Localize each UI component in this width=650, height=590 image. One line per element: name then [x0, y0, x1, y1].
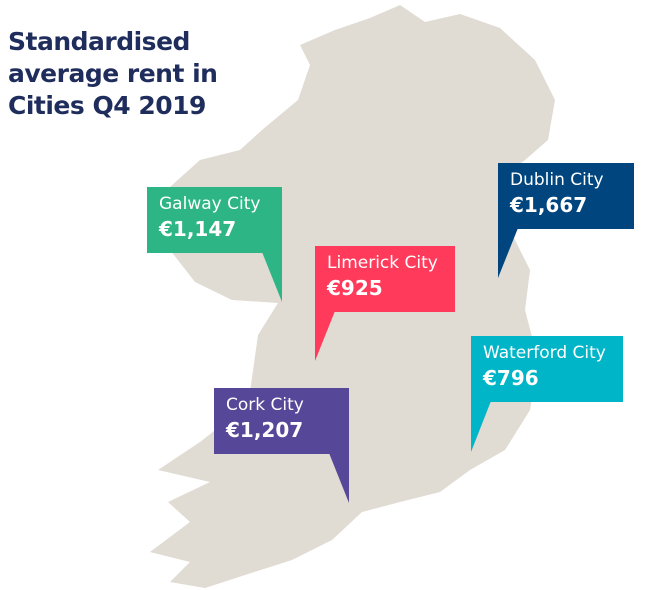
city-name: Limerick City [327, 253, 438, 273]
galway-label: Galway City €1,147 [147, 187, 282, 253]
city-rent: €1,667 [510, 193, 588, 217]
limerick-pointer [315, 311, 335, 361]
limerick-label: Limerick City €925 [315, 246, 455, 312]
page-title: Standardised average rent in Cities Q4 2… [8, 27, 218, 120]
waterford-label: Waterford City €796 [471, 336, 623, 402]
waterford-pointer [471, 401, 491, 452]
galway-pointer [262, 252, 282, 302]
city-name: Cork City [226, 395, 304, 415]
city-rent: €925 [327, 276, 383, 300]
dublin-pointer [498, 228, 518, 278]
city-rent: €1,207 [226, 418, 304, 442]
city-rent: €796 [483, 366, 539, 390]
dublin-label: Dublin City €1,667 [498, 163, 634, 229]
city-name: Dublin City [510, 170, 604, 190]
city-rent: €1,147 [159, 217, 237, 241]
city-name: Galway City [159, 194, 261, 214]
cork-pointer [329, 453, 349, 503]
city-name: Waterford City [483, 343, 606, 363]
cork-label: Cork City €1,207 [214, 388, 349, 454]
